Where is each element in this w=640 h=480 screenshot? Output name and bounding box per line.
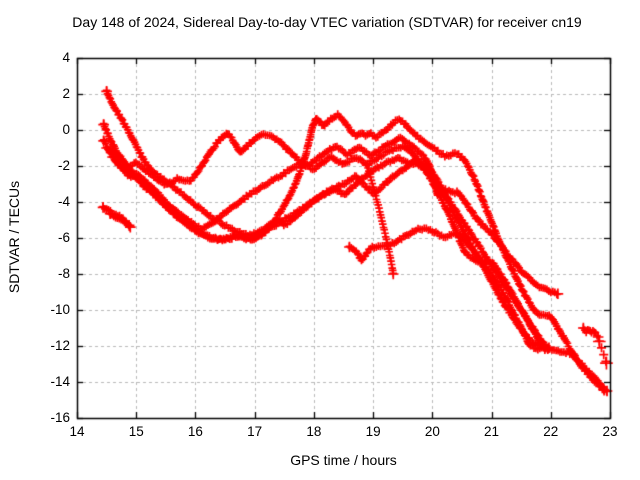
y-tick-label: -14 — [50, 374, 70, 389]
x-tick-label: 21 — [484, 424, 500, 439]
x-tick-label: 14 — [69, 424, 85, 439]
x-tick-label: 22 — [543, 424, 559, 439]
x-tick-label: 19 — [365, 424, 381, 439]
y-tick-label: -6 — [57, 230, 70, 245]
x-tick-label: 18 — [306, 424, 322, 439]
y-tick-label: 4 — [62, 50, 70, 65]
y-tick-label: -4 — [57, 194, 70, 209]
x-tick-label: 23 — [602, 424, 618, 439]
x-tick-label: 15 — [128, 424, 144, 439]
x-tick-label: 16 — [187, 424, 203, 439]
x-tick-label: 20 — [424, 424, 440, 439]
y-tick-label: -8 — [57, 266, 70, 281]
chart-title: Day 148 of 2024, Sidereal Day-to-day VTE… — [72, 14, 582, 30]
y-tick-label: 2 — [62, 86, 70, 101]
y-tick-label: -10 — [50, 302, 70, 317]
y-tick-label: 0 — [62, 122, 70, 137]
x-tick-label: 17 — [247, 424, 263, 439]
y-tick-label: -12 — [50, 338, 70, 353]
y-tick-label: -16 — [50, 410, 70, 425]
x-axis-label: GPS time / hours — [290, 452, 397, 468]
y-tick-label: -2 — [57, 158, 70, 173]
y-axis-label: SDTVAR / TECUs — [6, 180, 22, 294]
